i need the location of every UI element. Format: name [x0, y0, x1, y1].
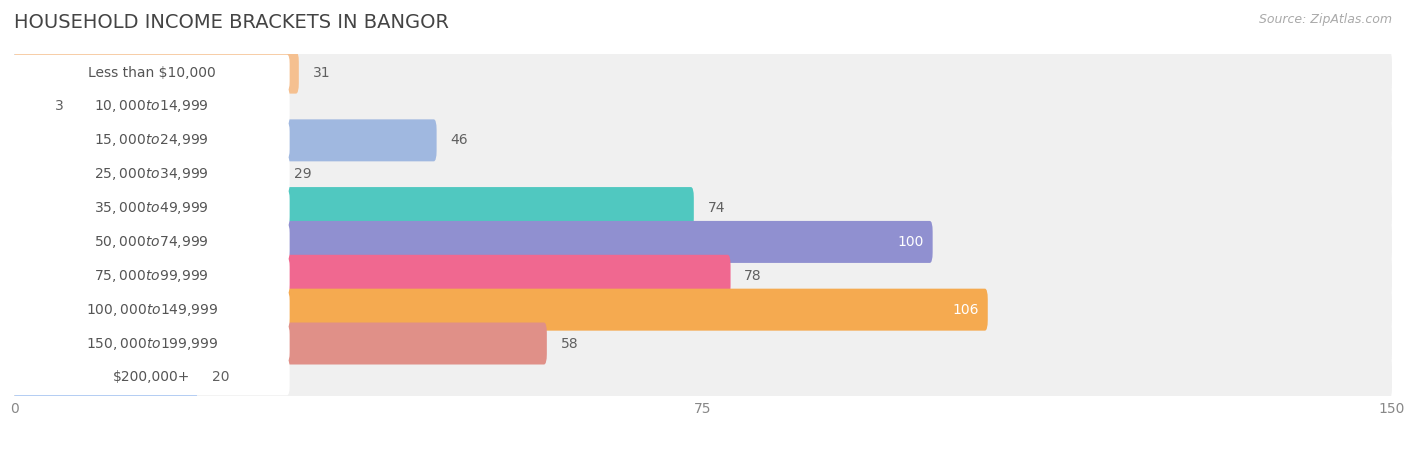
- Text: $200,000+: $200,000+: [112, 370, 191, 384]
- Text: Less than $10,000: Less than $10,000: [89, 66, 215, 80]
- Text: $150,000 to $199,999: $150,000 to $199,999: [86, 336, 218, 351]
- FancyBboxPatch shape: [10, 156, 290, 192]
- FancyBboxPatch shape: [10, 190, 290, 226]
- FancyBboxPatch shape: [14, 86, 1392, 127]
- FancyBboxPatch shape: [14, 356, 198, 398]
- FancyBboxPatch shape: [14, 323, 547, 364]
- Text: HOUSEHOLD INCOME BRACKETS IN BANGOR: HOUSEHOLD INCOME BRACKETS IN BANGOR: [14, 14, 449, 32]
- Text: 46: 46: [450, 133, 468, 147]
- FancyBboxPatch shape: [14, 119, 1392, 162]
- FancyBboxPatch shape: [10, 89, 290, 124]
- FancyBboxPatch shape: [10, 122, 290, 158]
- FancyBboxPatch shape: [10, 292, 290, 328]
- FancyBboxPatch shape: [14, 86, 42, 127]
- Text: 78: 78: [744, 269, 762, 283]
- FancyBboxPatch shape: [14, 288, 1392, 331]
- FancyBboxPatch shape: [14, 153, 280, 195]
- FancyBboxPatch shape: [14, 52, 299, 94]
- Text: $15,000 to $24,999: $15,000 to $24,999: [94, 132, 209, 148]
- FancyBboxPatch shape: [14, 221, 932, 263]
- FancyBboxPatch shape: [14, 187, 693, 229]
- Text: $25,000 to $34,999: $25,000 to $34,999: [94, 166, 209, 182]
- Text: 3: 3: [55, 99, 65, 113]
- Text: 106: 106: [952, 303, 979, 317]
- FancyBboxPatch shape: [10, 326, 290, 361]
- Text: Source: ZipAtlas.com: Source: ZipAtlas.com: [1258, 14, 1392, 27]
- Text: $50,000 to $74,999: $50,000 to $74,999: [94, 234, 209, 250]
- FancyBboxPatch shape: [10, 224, 290, 260]
- FancyBboxPatch shape: [10, 258, 290, 294]
- FancyBboxPatch shape: [14, 153, 1392, 195]
- Text: 74: 74: [707, 201, 725, 215]
- Text: $75,000 to $99,999: $75,000 to $99,999: [94, 268, 209, 284]
- FancyBboxPatch shape: [14, 187, 1392, 229]
- Text: 100: 100: [897, 235, 924, 249]
- Text: 31: 31: [312, 66, 330, 80]
- Text: 29: 29: [294, 167, 312, 181]
- FancyBboxPatch shape: [14, 52, 1392, 94]
- Text: 58: 58: [561, 337, 578, 351]
- FancyBboxPatch shape: [14, 356, 1392, 398]
- FancyBboxPatch shape: [10, 360, 290, 395]
- Text: $35,000 to $49,999: $35,000 to $49,999: [94, 200, 209, 216]
- FancyBboxPatch shape: [14, 323, 1392, 364]
- FancyBboxPatch shape: [14, 119, 437, 162]
- FancyBboxPatch shape: [14, 221, 1392, 263]
- Text: $10,000 to $14,999: $10,000 to $14,999: [94, 99, 209, 114]
- FancyBboxPatch shape: [14, 255, 731, 297]
- FancyBboxPatch shape: [10, 55, 290, 90]
- FancyBboxPatch shape: [14, 255, 1392, 297]
- Text: $100,000 to $149,999: $100,000 to $149,999: [86, 302, 218, 318]
- FancyBboxPatch shape: [14, 288, 988, 331]
- Text: 20: 20: [211, 370, 229, 384]
